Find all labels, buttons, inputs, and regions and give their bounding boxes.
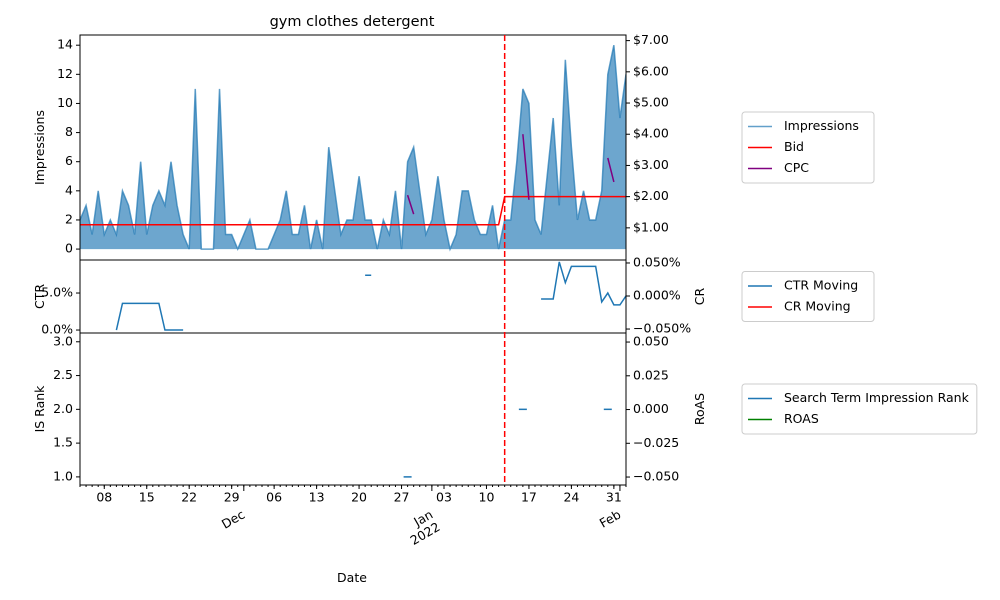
y-tick-label: 1.0 — [53, 468, 73, 483]
line — [80, 45, 626, 252]
x-tick-label: 03 — [436, 490, 452, 505]
y2-tick-label: $3.00 — [633, 157, 669, 172]
x-tick-label: 08 — [96, 490, 112, 505]
x-tick-label: 22 — [181, 490, 197, 505]
x-tick-label: 27 — [394, 490, 410, 505]
y-tick-label: 2 — [65, 211, 73, 226]
y2-axis-label: CR — [692, 287, 707, 305]
y-tick-label: 5.0% — [41, 285, 73, 300]
x-tick-label: 24 — [563, 490, 579, 505]
y2-tick-label: 0.050% — [633, 254, 681, 269]
x-major-tick-label: Jan2022 — [400, 507, 442, 548]
y-axis-label: IS Rank — [32, 385, 47, 433]
plot-area — [115, 261, 626, 331]
y2-tick-label: $4.00 — [633, 126, 669, 141]
y2-tick-label: 0.000% — [633, 288, 681, 303]
legend-label: CR Moving — [784, 299, 851, 314]
y-tick-label: 8 — [65, 124, 73, 139]
x-tick-label: 29 — [224, 490, 240, 505]
legend-label: Impressions — [784, 118, 859, 133]
y2-tick-label: −0.050 — [633, 469, 679, 484]
y2-tick-label: $2.00 — [633, 188, 669, 203]
y2-tick-label: $5.00 — [633, 95, 669, 110]
x-tick-label: 17 — [521, 490, 537, 505]
y-tick-label: 0.0% — [41, 322, 73, 337]
legend-box — [741, 383, 978, 435]
x-tick-label: 31 — [606, 490, 622, 505]
legend-label: Bid — [784, 139, 804, 154]
y-axis-label: CTR — [32, 284, 47, 309]
x-axis-label: Date — [337, 570, 367, 585]
y-tick-label: 0 — [65, 241, 73, 256]
y-axis-label: Impressions — [32, 110, 47, 185]
y2-tick-label: −0.025 — [633, 435, 679, 450]
legend-box — [741, 271, 875, 322]
y2-tick-label: −0.050% — [633, 321, 691, 336]
x-major-tick-label: Dec — [219, 507, 248, 532]
plot-area — [80, 45, 626, 252]
line — [406, 134, 615, 215]
y-tick-label: 2.5 — [53, 367, 73, 382]
y2-axis-label: RoAS — [692, 393, 707, 425]
legend-label: CPC — [784, 160, 809, 175]
y2-tick-label: 0.025 — [633, 367, 669, 382]
panel-frame — [79, 259, 627, 334]
y2-tick-label: $1.00 — [633, 219, 669, 234]
y-tick-label: 12 — [57, 66, 73, 81]
x-tick-label: 20 — [351, 490, 367, 505]
y-tick-label: 10 — [57, 95, 73, 110]
line — [115, 261, 626, 331]
legend-label: Search Term Impression Rank — [784, 390, 970, 405]
x-tick-label: 10 — [479, 490, 495, 505]
panel-frame — [79, 332, 627, 486]
y-tick-label: 6 — [65, 153, 73, 168]
y2-tick-label: $7.00 — [633, 32, 669, 47]
legend-label: ROAS — [784, 411, 819, 426]
y-tick-label: 2.0 — [53, 401, 73, 416]
y-tick-label: 4 — [65, 182, 73, 197]
x-tick-label: 06 — [266, 490, 282, 505]
line — [80, 195, 626, 226]
y2-tick-label: 0.000 — [633, 401, 669, 416]
x-major-tick-label: Feb — [597, 507, 624, 531]
area — [80, 45, 626, 250]
x-tick-label: 13 — [309, 490, 325, 505]
plot-area — [403, 408, 612, 478]
y2-tick-label: 0.050 — [633, 334, 669, 349]
y-tick-label: 14 — [57, 37, 73, 52]
y2-tick-label: $6.00 — [633, 63, 669, 78]
x-tick-label: 15 — [139, 490, 155, 505]
legend-box — [741, 111, 875, 184]
legend-label: CTR Moving — [784, 278, 858, 293]
y-tick-label: 1.5 — [53, 435, 73, 450]
y-tick-label: 3.0 — [53, 333, 73, 348]
chart-title: gym clothes detergent — [270, 14, 435, 30]
